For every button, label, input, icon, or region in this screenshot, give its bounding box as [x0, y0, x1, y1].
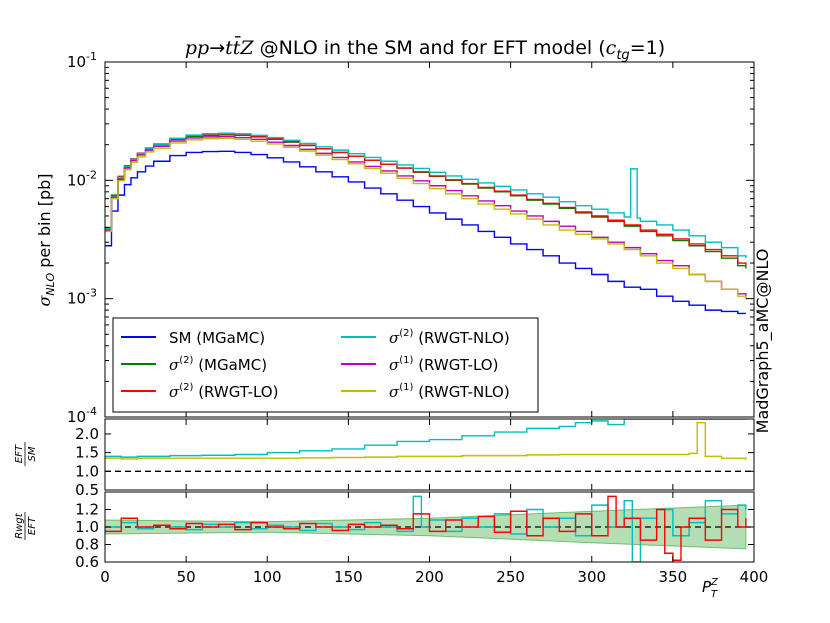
x-axis-label: PZ T [702, 577, 719, 600]
legend-label: σ(1) (RWGT-NLO) [389, 382, 510, 401]
series-ratio1-0 [105, 419, 746, 458]
series-main-2 [105, 132, 747, 266]
legend-label: σ(1) (RWGT-LO) [389, 355, 498, 374]
plot-area-ratio1 [105, 419, 754, 472]
legend-label: σ(2) (RWGT-LO) [169, 382, 278, 401]
y-tick-label: 10-1 [67, 50, 97, 71]
y-tick-label: 10-2 [67, 168, 97, 189]
y-tick-label: 1.0 [75, 518, 99, 536]
panel-ratio1: 0.51.01.52.0 [75, 418, 755, 499]
x-tick-label: 150 [334, 568, 363, 586]
y-tick-label: 1.0 [75, 462, 99, 480]
x-tick-label: 100 [253, 568, 282, 586]
x-tick-label: 50 [177, 568, 196, 586]
series-ratio1-1 [105, 422, 747, 461]
svg-text:EFT: EFT [27, 516, 38, 535]
y-tick-label: 0.6 [75, 553, 99, 571]
series-main-5 [105, 137, 747, 299]
panel-ratio2: 0 50 100 150 200 250 300 350 400 0.60.81.01.2 [75, 491, 769, 586]
legend-label: σ(2) (RWGT-NLO) [389, 328, 510, 347]
y-tick-label: 0.5 [75, 481, 99, 499]
series-main-4 [105, 135, 747, 299]
svg-text:Rwgt: Rwgt [14, 512, 25, 538]
y-tick-label: 1.5 [75, 444, 99, 462]
x-tick-label: 0 [100, 568, 110, 586]
x-tick-label: 250 [496, 568, 525, 586]
x-tick-label: 300 [577, 568, 606, 586]
side-label: MadGraph5_aMC@NLO [753, 249, 773, 434]
y-tick-label: 10-3 [67, 287, 97, 308]
plot-area-main [105, 132, 747, 315]
ratio1-ylabel: EFT SM [14, 442, 38, 466]
panel-main: 10-4 10-3 10-2 10-1 [67, 50, 755, 426]
y-tick-label: 1.2 [75, 501, 99, 519]
plot-area-ratio2 [105, 495, 754, 562]
y-tick-label: 2.0 [75, 425, 99, 443]
svg-text:SM: SM [27, 446, 38, 461]
legend-label: SM (MGaMC) [169, 329, 265, 347]
ratio2-ylabel: Rwgt EFT [14, 512, 38, 540]
series-ratio2-1 [105, 495, 747, 561]
series-main-0 [105, 150, 746, 315]
legend-label: σ(2) (MGaMC) [169, 355, 267, 374]
x-tick-label: 200 [415, 568, 444, 586]
x-tick-label: 350 [659, 568, 688, 586]
svg-text:EFT: EFT [14, 444, 25, 463]
legend-box [112, 317, 539, 413]
main-ylabel: σNLO per bin [pb] [35, 174, 57, 307]
y-tick-label: 0.8 [75, 536, 99, 554]
chart-title: pp→tt̄Z @NLO in the SM and for EFT model… [185, 35, 665, 63]
legend: SM (MGaMC) σ(2) (MGaMC) σ(2) (RWGT-LO) σ(2)… [112, 317, 539, 413]
x-tick-label: 400 [740, 568, 769, 586]
y-tick-label: 10-4 [67, 405, 97, 426]
series-main-1 [105, 134, 747, 269]
